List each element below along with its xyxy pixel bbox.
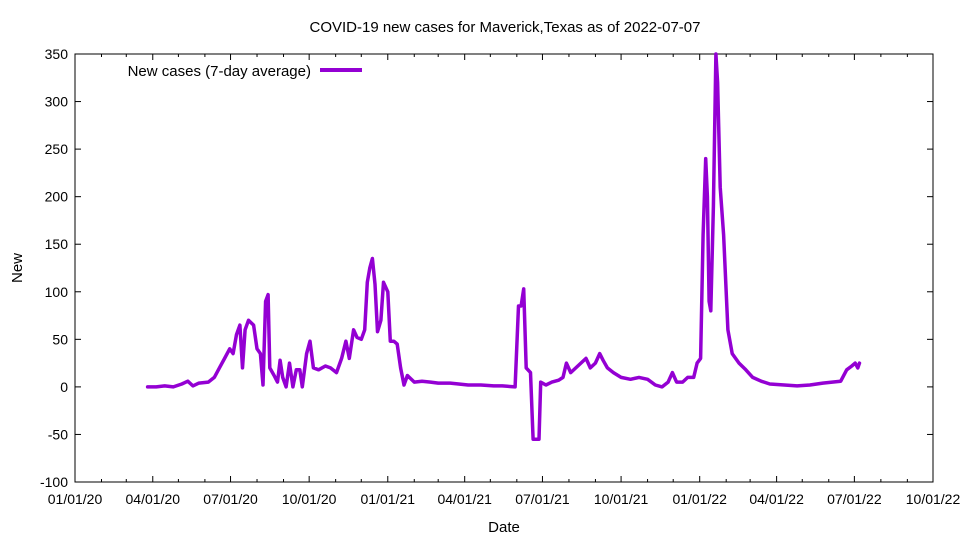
y-axis: -100 -50 0 50 100 150 200 250 300 350 xyxy=(40,46,933,490)
x-tick-label-10: 07/01/22 xyxy=(827,491,882,507)
chart-title: COVID-19 new cases for Maverick,Texas as… xyxy=(309,19,700,36)
y-tick-label-8: 300 xyxy=(45,94,69,110)
x-tick-label-8: 01/01/22 xyxy=(672,491,727,507)
x-axis: 01/01/20 04/01/20 07/01/20 10/01/20 01/01/21… xyxy=(48,54,960,507)
y-axis-label: New xyxy=(9,253,26,283)
y-tick-label-5: 150 xyxy=(45,236,69,252)
legend-label: New cases (7-day average) xyxy=(128,63,311,80)
y-tick-label-2: 0 xyxy=(60,379,68,395)
y-tick-label-9: 350 xyxy=(45,46,69,62)
legend: New cases (7-day average) xyxy=(128,63,362,80)
x-tick-label-3: 10/01/20 xyxy=(282,491,337,507)
x-tick-label-7: 10/01/21 xyxy=(594,491,649,507)
x-tick-label-0: 01/01/20 xyxy=(48,491,103,507)
x-tick-label-1: 04/01/20 xyxy=(126,491,181,507)
x-axis-label: Date xyxy=(488,519,520,536)
y-tick-label-1: -50 xyxy=(48,426,68,442)
y-tick-label-0: -100 xyxy=(40,474,68,490)
x-tick-label-2: 07/01/20 xyxy=(203,491,258,507)
y-tick-label-6: 200 xyxy=(45,189,69,205)
x-tick-label-5: 04/01/21 xyxy=(437,491,492,507)
y-tick-label-4: 100 xyxy=(45,284,69,300)
x-tick-label-4: 01/01/21 xyxy=(361,491,416,507)
x-tick-label-9: 04/01/22 xyxy=(749,491,804,507)
x-tick-label-11: 10/01/22 xyxy=(906,491,960,507)
y-tick-label-3: 50 xyxy=(52,331,68,347)
series-layer xyxy=(145,52,862,441)
series-line-0 xyxy=(145,52,862,441)
y-tick-label-7: 250 xyxy=(45,141,69,157)
plot-frame xyxy=(74,53,934,483)
x-tick-label-6: 07/01/21 xyxy=(515,491,570,507)
